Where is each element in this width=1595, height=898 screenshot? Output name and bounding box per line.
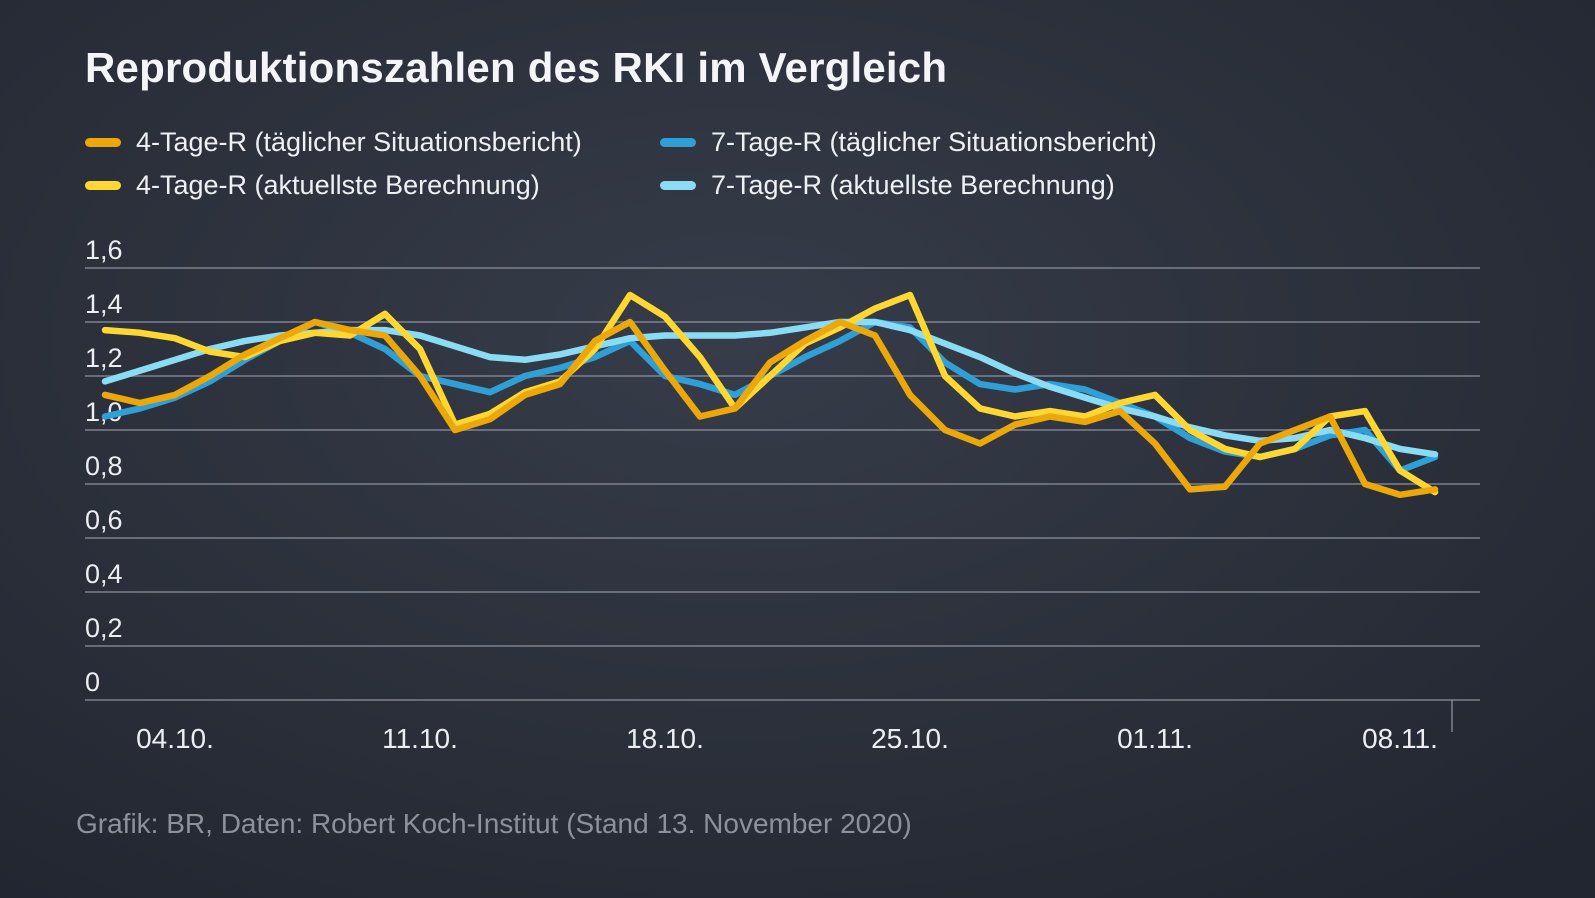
series-line-2	[101, 318, 1439, 474]
source-note: Grafik: BR, Daten: Robert Koch-Institut …	[76, 808, 912, 839]
legend-label-4t-latest: 4-Tage-R (aktuellste Berechnung)	[136, 170, 540, 200]
legend-swatch-4t-daily-icon	[85, 138, 121, 147]
y-axis-tick-label: 0	[85, 667, 100, 697]
y-axis-tick-label: 0,8	[85, 451, 123, 481]
y-axis-tick-label: 0,4	[85, 559, 123, 589]
legend-swatch-4t-latest-icon	[85, 181, 121, 190]
y-axis-tick-label: 0,6	[85, 505, 123, 535]
x-axis-tick-label: 25.10.	[871, 723, 949, 754]
y-axis-tick-label: 0,2	[85, 613, 123, 643]
y-axis-tick-label: 1,4	[85, 289, 123, 319]
legend-swatch-7t-daily-icon	[660, 138, 696, 147]
legend-swatch-7t-latest-icon	[660, 181, 696, 190]
x-axis-tick-label: 08.11.	[1362, 723, 1438, 754]
y-axis-tick-label: 1,2	[85, 343, 123, 373]
legend-item-4t-latest: 4-Tage-R (aktuellste Berechnung)	[85, 170, 660, 201]
legend-item-4t-daily: 4-Tage-R (täglicher Situationsbericht)	[85, 127, 660, 158]
y-axis-tick-label: 1,6	[85, 235, 123, 265]
legend-item-7t-latest: 7-Tage-R (aktuellste Berechnung)	[660, 170, 1157, 201]
legend-label-7t-latest: 7-Tage-R (aktuellste Berechnung)	[711, 170, 1115, 200]
page-title: Reproduktionszahlen des RKI im Vergleich	[85, 44, 948, 91]
legend-label-4t-daily: 4-Tage-R (täglicher Situationsbericht)	[136, 127, 582, 157]
x-axis-tick-label: 18.10.	[626, 723, 704, 754]
series-line-0	[101, 318, 1439, 499]
series-line-1	[101, 291, 1439, 496]
x-axis-tick-label: 04.10.	[136, 723, 214, 754]
series-line-3	[101, 318, 1439, 458]
legend-item-7t-daily: 7-Tage-R (täglicher Situationsbericht)	[660, 127, 1157, 158]
legend-label-7t-daily: 7-Tage-R (täglicher Situationsbericht)	[711, 127, 1157, 157]
legend: 4-Tage-R (täglicher Situationsbericht) 7…	[85, 127, 1157, 201]
x-axis-tick-label: 11.10.	[382, 723, 458, 754]
x-axis-tick-label: 01.11.	[1117, 723, 1193, 754]
y-axis-tick-label: 1,0	[85, 397, 123, 427]
